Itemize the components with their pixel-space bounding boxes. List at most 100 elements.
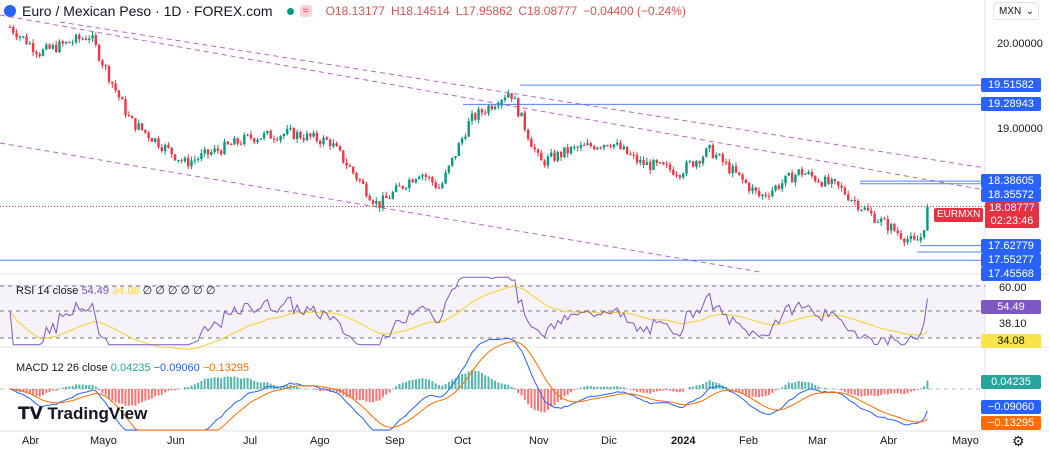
macd-histogram-bar	[619, 387, 622, 389]
macd-histogram-bar	[857, 389, 860, 397]
candle	[437, 187, 441, 189]
macd-histogram-bar	[711, 381, 714, 389]
candle	[157, 138, 160, 148]
macd-histogram-bar	[424, 378, 427, 389]
macd-histogram-bar	[388, 389, 391, 393]
candle	[104, 65, 107, 67]
macd-histogram-bar	[296, 386, 299, 389]
macd-label: MACD 12 26 close	[16, 362, 108, 374]
currency-select[interactable]: MXN ⌄	[993, 2, 1039, 20]
macd-histogram-bar	[315, 389, 318, 390]
candle	[299, 132, 302, 139]
candle	[784, 175, 787, 184]
candle	[639, 160, 642, 163]
candle	[866, 207, 870, 211]
macd-histogram-bar	[104, 389, 107, 396]
macd-histogram-bar	[187, 387, 190, 389]
candle	[121, 97, 124, 100]
macd-histogram-bar	[801, 381, 803, 389]
candle	[497, 105, 500, 107]
candle	[847, 194, 850, 201]
symbol-title[interactable]: Euro / Mexican Peso · 1D · FOREX.com	[22, 3, 273, 19]
candle	[833, 179, 837, 182]
candle	[279, 136, 282, 141]
macd-histogram-bar	[84, 384, 87, 389]
candle	[404, 188, 408, 190]
macd-histogram-bar	[253, 380, 256, 389]
candle	[820, 182, 823, 187]
time-tick: Mayo	[90, 435, 117, 447]
candle	[711, 144, 715, 159]
candle	[236, 138, 239, 144]
price-tick: 19.00000	[997, 123, 1043, 135]
macd-histogram-bar	[246, 378, 249, 389]
macd-histogram-bar	[883, 389, 886, 394]
candle	[612, 144, 616, 147]
macd-histogram-bar	[781, 387, 784, 389]
macd-histogram-bar	[75, 384, 77, 389]
candle	[761, 194, 764, 197]
candle	[899, 233, 903, 239]
macd-histogram-bar	[612, 386, 615, 389]
macd-histogram-bar	[98, 389, 101, 391]
candle	[500, 99, 503, 106]
time-tick: Abr	[880, 435, 898, 447]
candle	[540, 152, 543, 161]
macd-histogram-bar	[200, 380, 203, 389]
macd-histogram-bar	[88, 385, 91, 389]
macd-histogram-bar	[530, 389, 533, 408]
candle	[190, 160, 193, 167]
candle	[913, 235, 916, 240]
macd-histogram-bar	[150, 389, 153, 399]
macd-histogram-bar	[157, 389, 160, 396]
macd-histogram-bar	[101, 389, 104, 394]
candle	[843, 187, 847, 195]
candle	[886, 219, 889, 231]
rsi-value-label: 54.49	[981, 300, 1041, 314]
candle	[632, 154, 635, 156]
macd-legend[interactable]: MACD 12 26 close 0.04235 −0.09060 −0.132…	[16, 362, 249, 374]
candle	[25, 36, 28, 45]
macd-histogram-bar	[728, 389, 731, 390]
macd-histogram-bar	[480, 372, 483, 389]
candle	[167, 144, 170, 148]
macd-histogram-bar	[372, 389, 374, 403]
candle	[111, 81, 114, 84]
macd-histogram-bar	[494, 380, 497, 389]
macd-histogram-bar	[504, 384, 506, 389]
settings-icon[interactable]: ⚙	[1012, 433, 1025, 449]
macd-histogram-bar	[32, 389, 35, 396]
macd-histogram-bar	[385, 389, 388, 395]
macd-histogram-bar	[398, 383, 401, 389]
low-value: L17.95862	[455, 4, 513, 18]
time-tick: Ago	[310, 435, 330, 447]
candle	[127, 115, 130, 117]
tradingview-logo[interactable]: 𝗧𝗩 TradingView	[18, 404, 147, 424]
macd-histogram-bar	[662, 389, 665, 391]
delayed-icon[interactable]: ≈	[299, 5, 312, 17]
candle	[800, 169, 804, 175]
high-value: H18.14514	[390, 4, 450, 18]
candle	[790, 172, 794, 183]
candle	[493, 106, 497, 110]
candle	[239, 143, 243, 145]
macd-histogram-bar	[642, 389, 645, 394]
macd-histogram-bar	[447, 381, 450, 389]
candle	[649, 162, 652, 170]
macd-histogram-bar	[546, 389, 549, 410]
candle	[388, 198, 391, 200]
candle	[517, 98, 520, 117]
candle	[616, 142, 619, 145]
rsi-legend[interactable]: RSI 14 close 54.49 34.08 ∅ ∅ ∅ ∅ ∅ ∅	[16, 284, 215, 297]
candle	[391, 191, 394, 199]
macd-histogram-bar	[322, 389, 325, 391]
macd-histogram-bar	[233, 376, 236, 389]
candle	[658, 162, 662, 164]
candle	[418, 176, 421, 180]
candle	[523, 112, 526, 130]
candle	[889, 224, 893, 231]
candle	[682, 173, 685, 178]
candle	[464, 136, 467, 139]
macd-histogram-bar	[243, 378, 246, 389]
